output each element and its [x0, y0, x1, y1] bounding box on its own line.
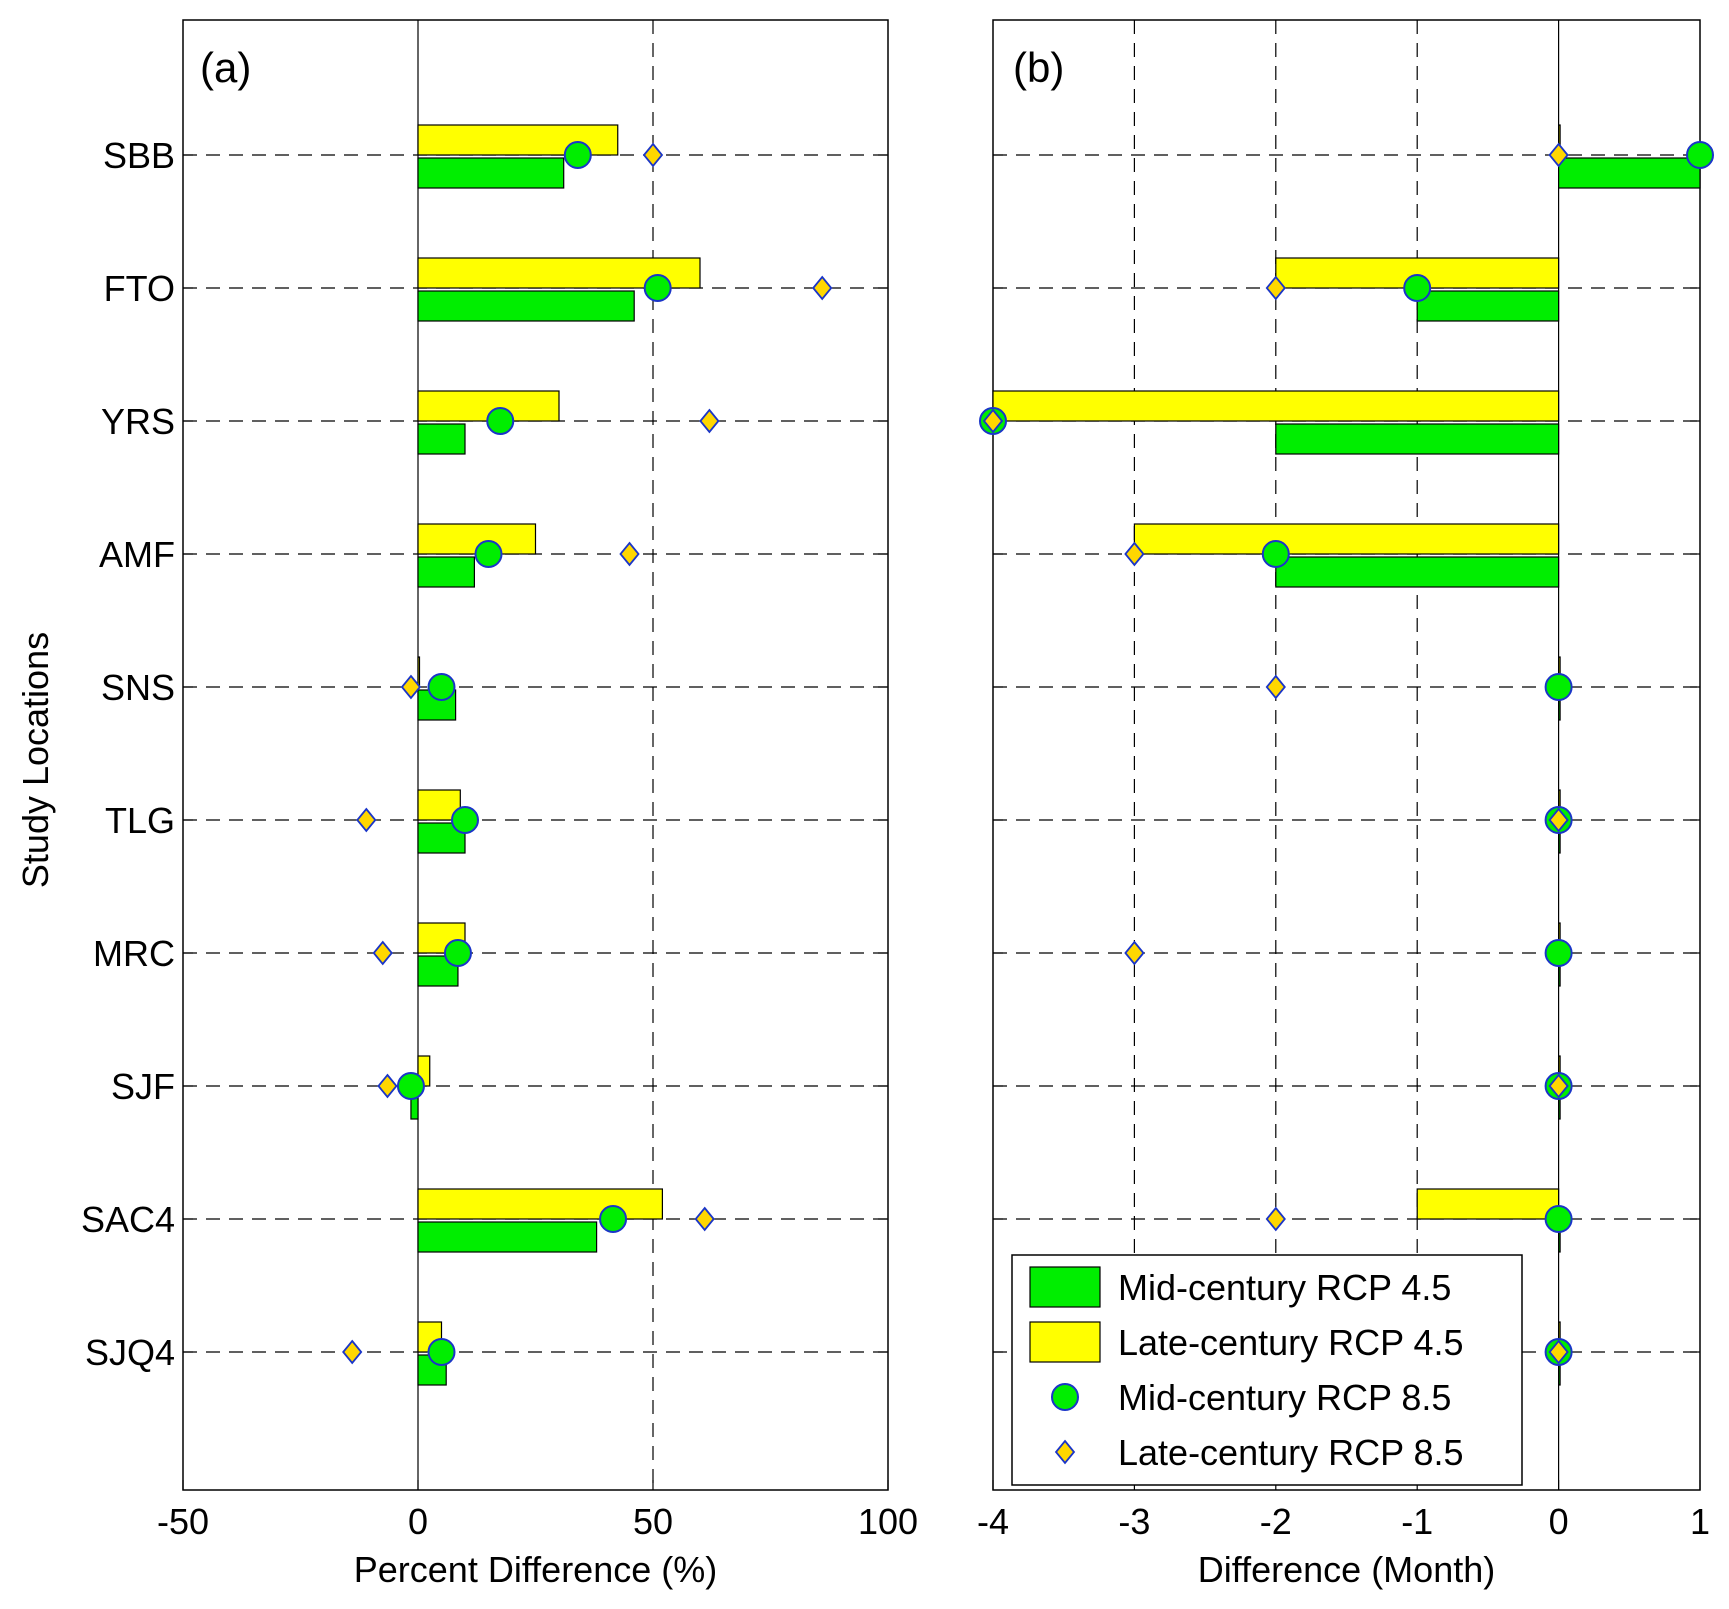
x-tick-label: -3	[1118, 1501, 1150, 1542]
marker-mid-century-rcp85	[427, 673, 456, 701]
marker-late-century-rcp85	[372, 940, 393, 966]
marker-late-century-rcp85	[1265, 674, 1286, 700]
marker-late-century-rcp85	[1548, 807, 1569, 833]
marker-late-century-rcp85	[1548, 1339, 1569, 1365]
marker-mid-century-rcp85	[427, 1338, 456, 1366]
x-tick-label: 50	[633, 1501, 673, 1542]
x-tick-label: -4	[977, 1501, 1009, 1542]
bar-mid-century-rcp45	[417, 157, 565, 189]
marker-late-century-rcp85	[1548, 142, 1569, 168]
marker-late-century-rcp85	[1265, 1206, 1286, 1232]
category-label: TLG	[105, 800, 175, 841]
panel-label: (a)	[200, 44, 251, 91]
marker-late-century-rcp85	[1548, 1073, 1569, 1099]
bar-mid-century-rcp45	[1416, 290, 1560, 322]
bar-late-century-rcp45	[417, 656, 421, 688]
marker-late-century-rcp85	[342, 1339, 363, 1365]
bar-mid-century-rcp45	[1275, 423, 1560, 455]
panel-b: -4 -3 -2 -1 0 1 (b) Difference (Month)	[977, 19, 1714, 1590]
bar-late-century-rcp45	[1416, 1188, 1560, 1220]
bar-mid-century-rcp45	[417, 290, 635, 322]
marker-late-century-rcp85	[812, 275, 833, 301]
x-tick-label: 100	[858, 1501, 918, 1542]
category-label: FTO	[104, 268, 175, 309]
marker-late-century-rcp85	[642, 142, 664, 168]
bar-mid-century-rcp45	[417, 1221, 598, 1253]
category-label: SNS	[101, 667, 175, 708]
marker-mid-century-rcp85	[599, 1205, 628, 1233]
category-label: AMF	[99, 534, 175, 575]
x-tick-label: 1	[1690, 1501, 1710, 1542]
marker-mid-century-rcp85	[1544, 1205, 1573, 1233]
marker-mid-century-rcp85	[1261, 540, 1290, 568]
legend-label: Mid-century RCP 4.5	[1118, 1267, 1451, 1308]
x-tick-label: 0	[408, 1501, 428, 1542]
marker-mid-century-rcp85	[474, 540, 503, 568]
category-label: SJF	[111, 1066, 175, 1107]
x-tick-label: 0	[1549, 1501, 1569, 1542]
panel-label: (b)	[1013, 44, 1064, 91]
plot-frame	[182, 19, 889, 1491]
marker-mid-century-rcp85	[1403, 274, 1432, 302]
panel-a: -50 0 50 100 SBB FTO YRS AMF SNS TLG MRC SJF SAC4 SJQ…	[81, 19, 918, 1590]
marker-mid-century-rcp85	[643, 274, 672, 302]
x-axis-label: Difference (Month)	[1198, 1549, 1495, 1590]
marker-late-century-rcp85	[1124, 940, 1145, 966]
x-tick-label: -2	[1260, 1501, 1292, 1542]
legend: Mid-century RCP 4.5 Late-century RCP 4.5 M…	[1011, 1254, 1523, 1486]
bar-mid-century-rcp45	[1557, 157, 1701, 189]
marker-mid-century-rcp85	[443, 939, 472, 967]
marker-mid-century-rcp85	[1686, 141, 1714, 169]
legend-swatch	[1051, 1383, 1079, 1411]
bar-mid-century-rcp45	[417, 556, 476, 588]
marker-mid-century-rcp85	[486, 407, 515, 435]
x-tick-label: -1	[1401, 1501, 1433, 1542]
marker-mid-century-rcp85	[451, 806, 479, 834]
marker-mid-century-rcp85	[1544, 939, 1573, 967]
marker-late-century-rcp85	[694, 1206, 715, 1232]
y-axis-label: Study Locations	[15, 632, 56, 888]
legend-label: Late-century RCP 8.5	[1118, 1432, 1464, 1473]
category-label: SJQ4	[85, 1332, 175, 1373]
legend-swatch	[1054, 1439, 1076, 1465]
legend-label: Mid-century RCP 8.5	[1118, 1377, 1451, 1418]
legend-swatch	[1029, 1266, 1101, 1308]
marker-late-century-rcp85	[619, 541, 640, 567]
marker-mid-century-rcp85	[396, 1072, 425, 1100]
marker-mid-century-rcp85	[1544, 673, 1573, 701]
marker-late-century-rcp85	[400, 674, 422, 700]
bar-late-century-rcp45	[1133, 523, 1560, 555]
legend-swatch	[1029, 1321, 1101, 1363]
category-label: MRC	[93, 933, 175, 974]
legend-label: Late-century RCP 4.5	[1118, 1322, 1464, 1363]
category-label: YRS	[101, 401, 175, 442]
category-label: SAC4	[81, 1199, 175, 1240]
marker-late-century-rcp85	[1124, 541, 1145, 567]
bar-mid-century-rcp45	[1275, 556, 1560, 588]
marker-late-century-rcp85	[377, 1073, 398, 1099]
marker-late-century-rcp85	[1265, 275, 1286, 301]
bar-mid-century-rcp45	[417, 423, 466, 455]
x-axis-label: Percent Difference (%)	[354, 1549, 717, 1590]
category-label: SBB	[103, 135, 175, 176]
marker-late-century-rcp85	[356, 807, 377, 833]
x-tick-label: -50	[157, 1501, 209, 1542]
marker-mid-century-rcp85	[563, 141, 592, 169]
marker-late-century-rcp85	[982, 408, 1004, 434]
bar-late-century-rcp45	[992, 390, 1560, 422]
marker-late-century-rcp85	[699, 408, 720, 434]
